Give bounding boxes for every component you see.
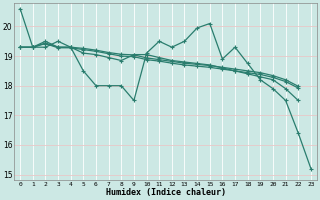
X-axis label: Humidex (Indice chaleur): Humidex (Indice chaleur) — [106, 188, 226, 197]
